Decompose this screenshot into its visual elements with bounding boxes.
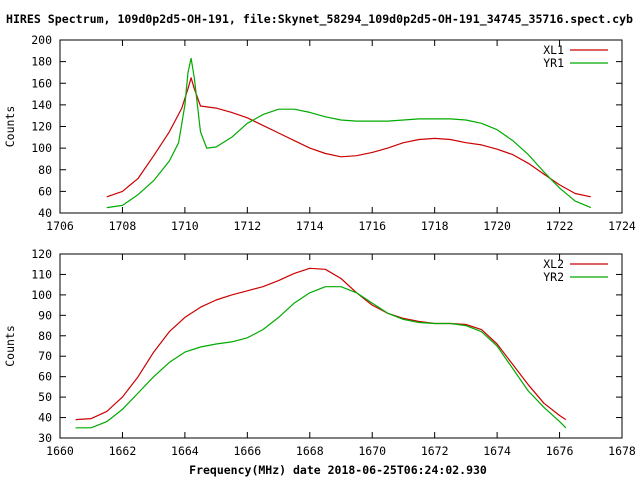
chart-panel-1: 1706 1708 1710 1712 1714 1716 1718 1720 1722 1724…	[3, 33, 636, 233]
y-tick-label: 120	[31, 120, 52, 134]
x-tick-label: 1720	[483, 219, 511, 233]
figure-title: HIRES Spectrum, 109d0p2d5-OH-191, file:S…	[6, 12, 633, 27]
x-tick-label: 1706	[46, 219, 74, 233]
y-tick-label: 50	[38, 390, 52, 404]
x-tick-label: 1714	[296, 219, 324, 233]
x-tick-label: 1668	[296, 444, 324, 458]
y-tick-label: 80	[38, 329, 52, 343]
y-tick-label: 30	[38, 431, 52, 445]
y-tick-label: 40	[38, 206, 52, 220]
y-tick-label: 160	[31, 76, 52, 90]
y-tick-label: 120	[31, 247, 52, 261]
y-tick-label: 90	[38, 308, 52, 322]
y-tick-label: 140	[31, 98, 52, 112]
plot-frame	[59, 39, 623, 214]
y-tick-label: 110	[31, 267, 52, 281]
y-axis-label: Counts	[3, 106, 17, 148]
y-tick-label: 60	[38, 370, 52, 384]
figure-xlabel: Frequency(MHz) date 2018-06-25T06:24:02.…	[189, 463, 487, 477]
x-tick-label: 1724	[608, 219, 636, 233]
y-tick-label: 100	[31, 141, 52, 155]
y-tick-label: 180	[31, 55, 52, 69]
y-tick-label: 40	[38, 411, 52, 425]
y-tick-label: 60	[38, 184, 52, 198]
x-tick-label: 1718	[421, 219, 449, 233]
x-tick-label: 1710	[171, 219, 199, 233]
y-tick-label: 70	[38, 349, 52, 363]
y-tick-label: 200	[31, 33, 52, 47]
chart-panel-2: 1660 1662 1664 1666 1668 1670 1672 1674 1676 1678…	[3, 247, 636, 458]
x-tick-label: 1662	[109, 444, 137, 458]
x-tick-label: 1666	[233, 444, 261, 458]
series-line-xl2	[75, 267, 567, 421]
x-tick-label: 1722	[546, 219, 574, 233]
x-tick-label: 1672	[421, 444, 449, 458]
legend-label-yr2: YR2	[543, 270, 564, 284]
x-tick-label: 1660	[46, 444, 74, 458]
x-tick-label: 1678	[608, 444, 636, 458]
y-axis-label: Counts	[3, 325, 17, 367]
y-tick-label: 80	[38, 163, 52, 177]
x-tick-label: 1674	[483, 444, 511, 458]
x-tick-label: 1716	[358, 219, 386, 233]
x-tick-label: 1712	[233, 219, 261, 233]
x-tick-label: 1676	[546, 444, 574, 458]
series-line-yr2	[75, 286, 567, 429]
x-tick-label: 1670	[358, 444, 386, 458]
y-tick-label: 100	[31, 288, 52, 302]
x-tick-label: 1708	[109, 219, 137, 233]
series-line-yr1	[106, 57, 592, 209]
legend-label-yr1: YR1	[543, 56, 564, 70]
legend-label-xl2: XL2	[543, 257, 564, 271]
x-tick-label: 1664	[171, 444, 199, 458]
legend-label-xl1: XL1	[543, 43, 564, 57]
plot-frame	[59, 253, 623, 439]
